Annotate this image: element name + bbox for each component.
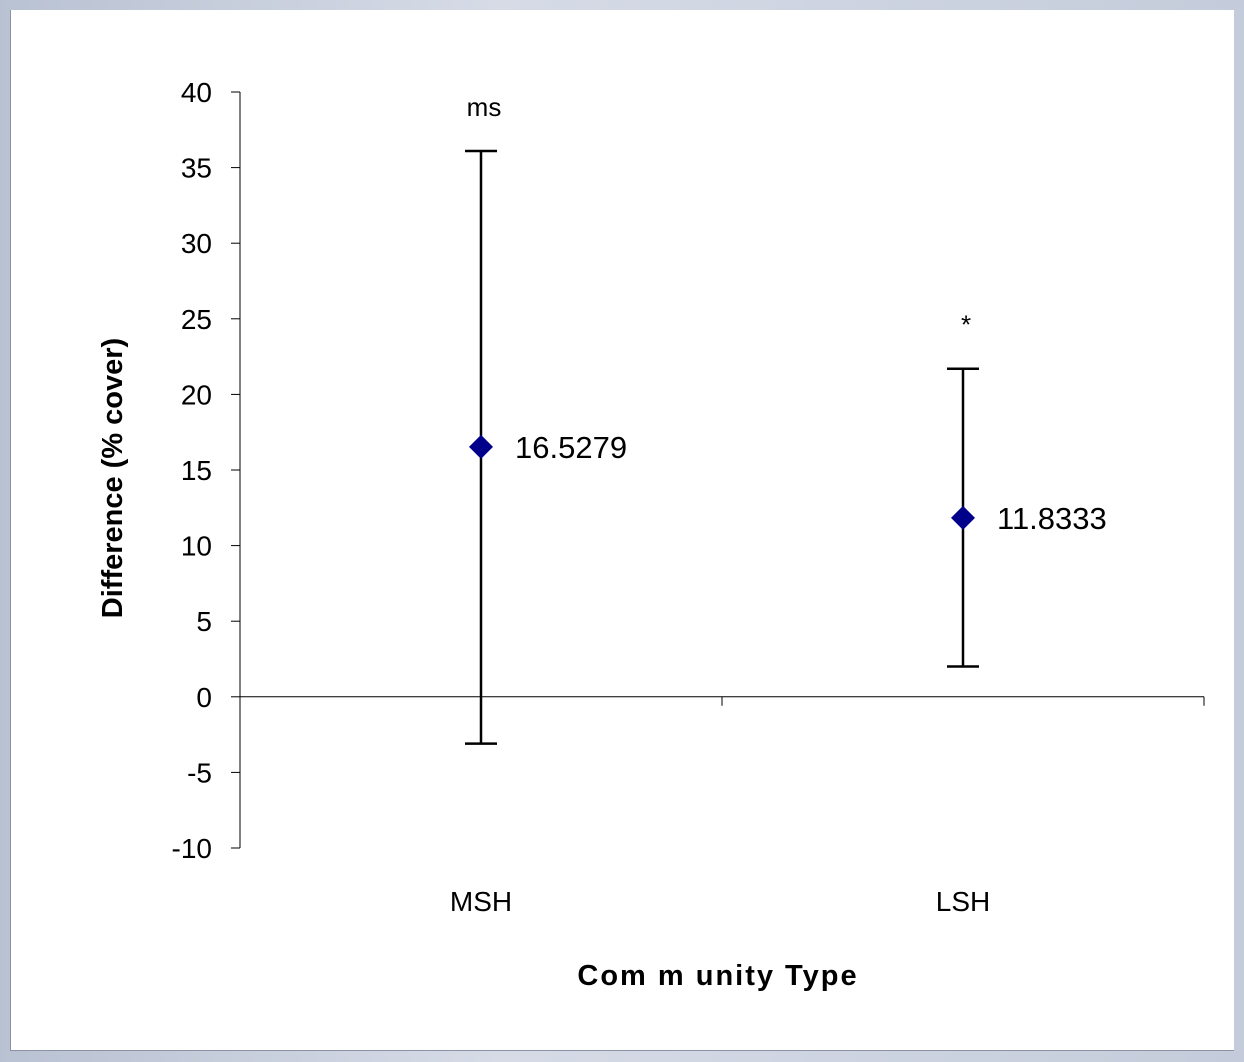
significance-label: ms (467, 92, 502, 122)
y-axis-label: Difference (% cover) (97, 338, 129, 618)
data-label: 11.8333 (997, 501, 1107, 536)
x-axis-label: Com m unity Type (577, 960, 858, 992)
data-label: 16.5279 (515, 430, 627, 465)
y-tick-label: 0 (196, 682, 212, 713)
data-point (951, 505, 975, 530)
y-tick-label: 20 (181, 379, 212, 410)
y-tick-label: -10 (172, 833, 212, 864)
y-tick-label: 35 (181, 153, 212, 184)
y-tick-label: 15 (181, 455, 212, 486)
x-tick-label: LSH (936, 886, 990, 917)
data-point (469, 434, 493, 459)
y-tick-label: 40 (181, 77, 212, 108)
y-tick-label: -5 (187, 757, 212, 788)
x-tick-label: MSH (450, 886, 512, 917)
significance-label: * (961, 310, 971, 340)
y-tick-label: 25 (181, 304, 212, 335)
y-tick-label: 5 (196, 606, 212, 637)
y-tick-label: 10 (181, 531, 212, 562)
plot-area (10, 10, 1234, 1051)
y-tick-label: 30 (181, 228, 212, 259)
